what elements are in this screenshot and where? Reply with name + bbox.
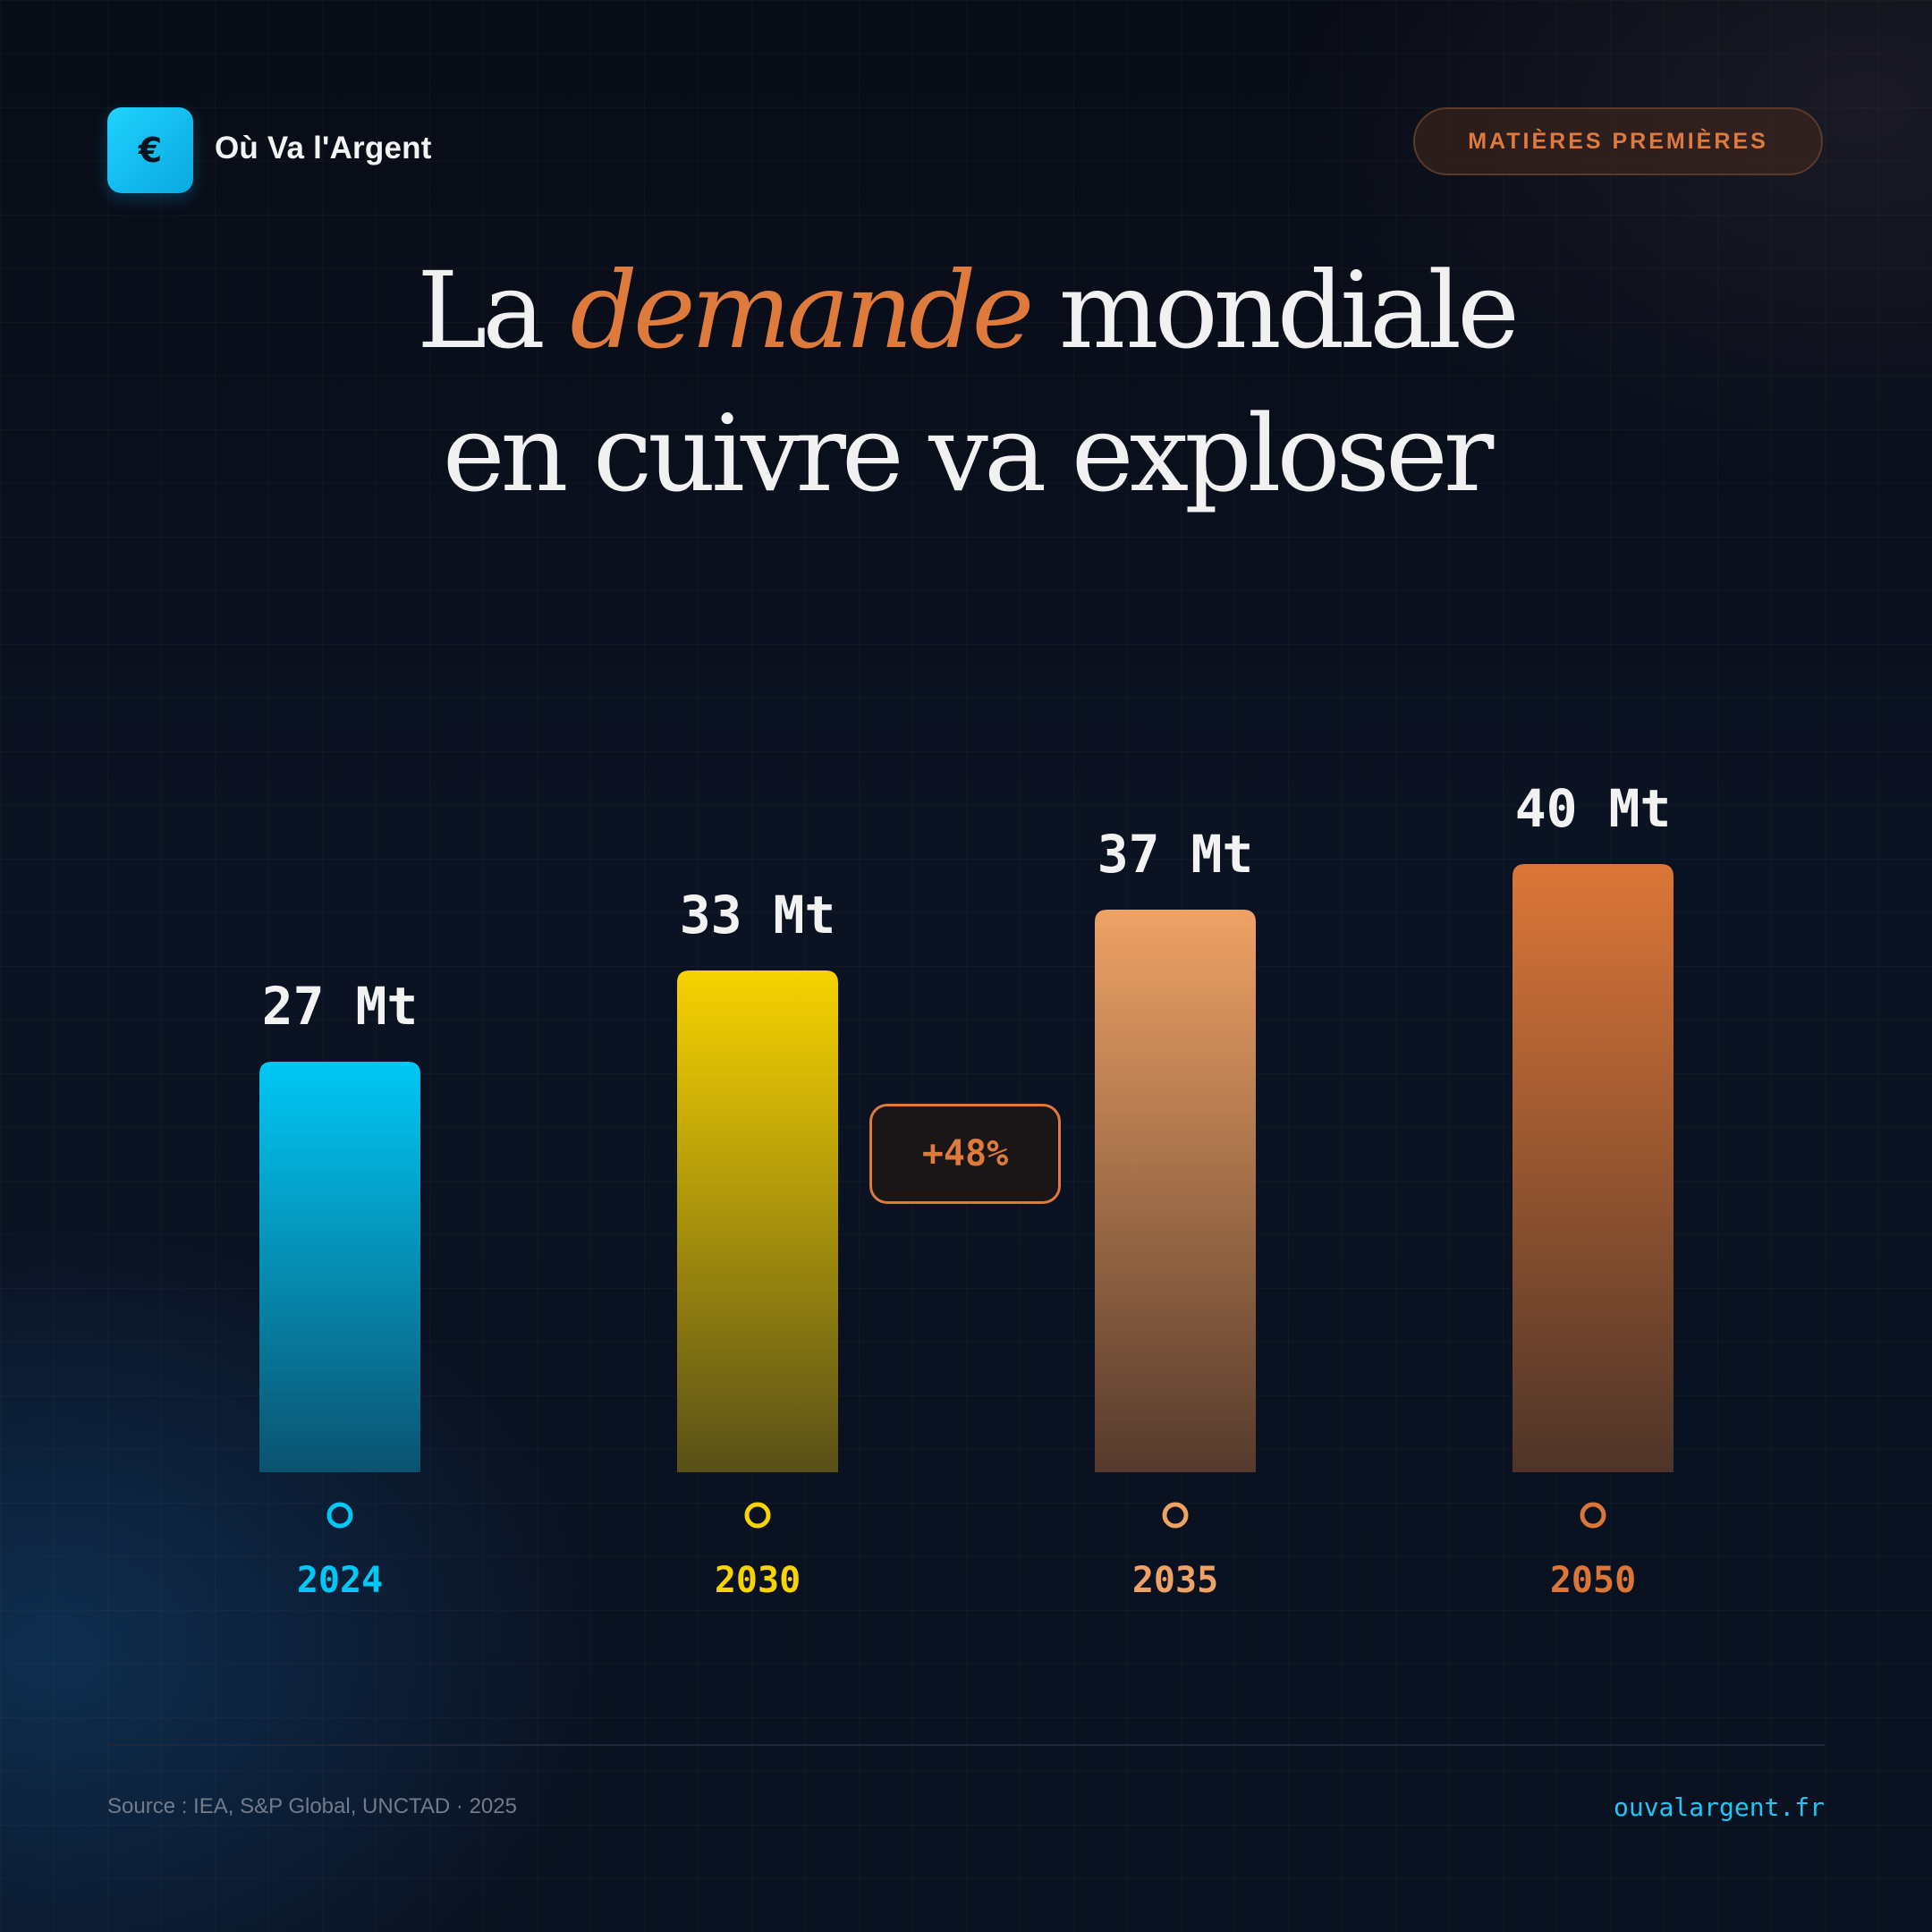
source-note: Source : IEA, S&P Global, UNCTAD · 2025 bbox=[107, 1794, 517, 1818]
value-label-2035: 37 Mt bbox=[1097, 824, 1254, 885]
brand-name: Où Va l'Argent bbox=[215, 131, 432, 165]
bar-2024 bbox=[259, 1062, 420, 1472]
value-label-2024: 27 Mt bbox=[262, 976, 419, 1037]
value-label-2050: 40 Mt bbox=[1515, 778, 1672, 839]
year-label-2050: 2050 bbox=[1550, 1560, 1636, 1601]
title-line-2: en cuivre va exploser bbox=[442, 392, 1495, 515]
title-line-1: La demande mondiale bbox=[0, 243, 1932, 377]
year-label-2035: 2035 bbox=[1132, 1560, 1218, 1601]
year-marker-2050 bbox=[1580, 1502, 1606, 1529]
year-label-2024: 2024 bbox=[297, 1560, 383, 1601]
growth-badge: +48% bbox=[869, 1104, 1061, 1204]
title-word-mondiale: mondiale bbox=[1058, 249, 1520, 372]
website-link[interactable]: ouvalargent.fr bbox=[1613, 1792, 1825, 1822]
category-tag: MATIÈRES PREMIÈRES bbox=[1413, 107, 1823, 175]
value-label-2030: 33 Mt bbox=[680, 885, 836, 945]
bar-2050 bbox=[1513, 864, 1674, 1472]
footer-divider bbox=[107, 1744, 1825, 1746]
year-marker-2030 bbox=[744, 1502, 771, 1529]
title-accent-word: demande bbox=[570, 249, 1034, 372]
bar-2030 bbox=[677, 970, 838, 1472]
year-marker-2024 bbox=[326, 1502, 353, 1529]
logo: € bbox=[107, 107, 193, 193]
euro-icon: € bbox=[138, 131, 163, 170]
title-word-la: La bbox=[417, 249, 546, 372]
year-label-2030: 2030 bbox=[715, 1560, 801, 1601]
bar-2035 bbox=[1095, 910, 1256, 1472]
year-marker-2035 bbox=[1162, 1502, 1189, 1529]
